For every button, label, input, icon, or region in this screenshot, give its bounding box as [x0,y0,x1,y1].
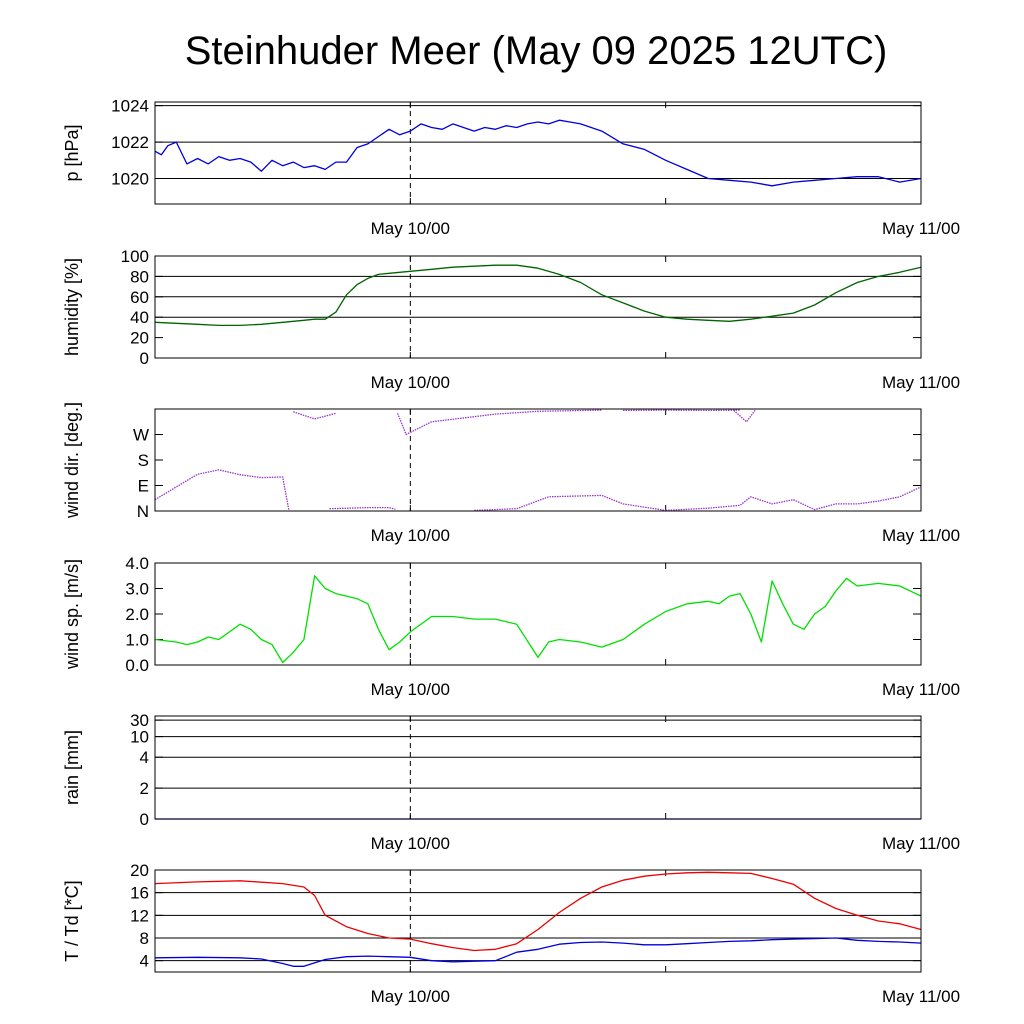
x-tick-label-2: May 11/00 [882,219,960,238]
y-axis-label: T / Td [*C] [62,880,82,961]
y-tick-label-3: 1024 [111,97,149,116]
y-tick-label-2: E [138,477,149,496]
x-tick-label-1: May 10/00 [371,834,450,853]
panel-4: 0.0 1.0 2.0 3.0 4.0 wind sp. [m/s] May 10/00 Ma… [62,554,960,699]
y-axis-label: rain [mm] [62,730,82,805]
plot-frame [154,408,922,512]
y-tick-label-2: 20 [130,329,149,348]
chart-title: Steinhuder Meer (May 09 2025 12UTC) [185,29,888,73]
y-tick-label-1: 0 [140,810,149,829]
y-tick-label-3: 40 [130,308,149,327]
y-tick-label-1: 4 [140,952,149,971]
plot-frame [154,869,922,973]
panel-6: 4 8 12 16 20 T / Td [*C] May 10/00 May 11/00 [62,861,960,1006]
series-2 [154,937,922,967]
x-tick-label-2: May 11/00 [882,680,960,699]
plot-frame [154,255,922,359]
x-tick-label-1: May 10/00 [371,680,450,699]
y-tick-label-4: 10 [130,728,149,747]
y-tick-label-5: 4.0 [125,554,149,573]
y-axis-label: wind sp. [m/s] [62,559,82,670]
y-axis-label: humidity [%] [62,258,82,356]
series-1-segment-5 [474,494,666,512]
x-tick-label-2: May 11/00 [882,987,960,1006]
series-1 [154,575,922,664]
series-1-segment-2 [293,411,337,420]
y-tick-label-5: 80 [130,267,149,286]
y-tick-label-3: 12 [130,906,149,925]
series-1-segment-8 [665,486,922,512]
x-tick-label-2: May 11/00 [882,373,960,392]
series-1 [154,871,922,952]
y-tick-label-5: 20 [130,861,149,880]
series-1 [154,264,922,327]
y-tick-label-4: 60 [130,288,149,307]
y-tick-label-2: 2 [140,779,149,798]
plot-frame [154,715,922,820]
y-tick-label-3: S [138,451,149,470]
y-tick-label-2: 1022 [111,133,149,152]
y-axis-label: wind dir. [deg.] [62,402,82,519]
series-1-segment-1 [154,469,290,512]
y-tick-label-1: 0 [140,349,149,368]
plot-frame [154,562,922,666]
panel-1: 1020 1022 1024 p [hPa] May 10/00 May 11/00 [62,97,960,238]
series-1-segment-3 [329,506,396,510]
x-tick-label-2: May 11/00 [882,834,960,853]
y-axis-label: p [hPa] [62,124,82,181]
y-tick-label-5: 30 [130,711,149,730]
y-tick-label-1: 0.0 [125,656,149,675]
series-1 [154,119,922,187]
y-tick-label-2: 1.0 [125,631,149,650]
plot-frame [154,101,922,205]
y-tick-label-4: W [133,426,149,445]
x-tick-label-1: May 10/00 [371,373,450,392]
x-tick-label-1: May 10/00 [371,526,450,545]
y-tick-label-1: 1020 [111,170,149,189]
y-tick-label-4: 3.0 [125,580,149,599]
y-tick-label-6: 100 [121,247,149,266]
x-tick-label-2: May 11/00 [882,526,960,545]
y-tick-label-2: 8 [140,929,149,948]
y-tick-label-3: 4 [140,748,149,767]
series-1-segment-7 [733,409,756,423]
x-tick-label-1: May 10/00 [371,219,450,238]
y-tick-label-1: N [137,502,149,521]
x-tick-label-1: May 10/00 [371,987,450,1006]
series-1-segment-4 [396,409,602,436]
y-tick-label-4: 16 [130,884,149,903]
y-tick-label-3: 2.0 [125,605,149,624]
